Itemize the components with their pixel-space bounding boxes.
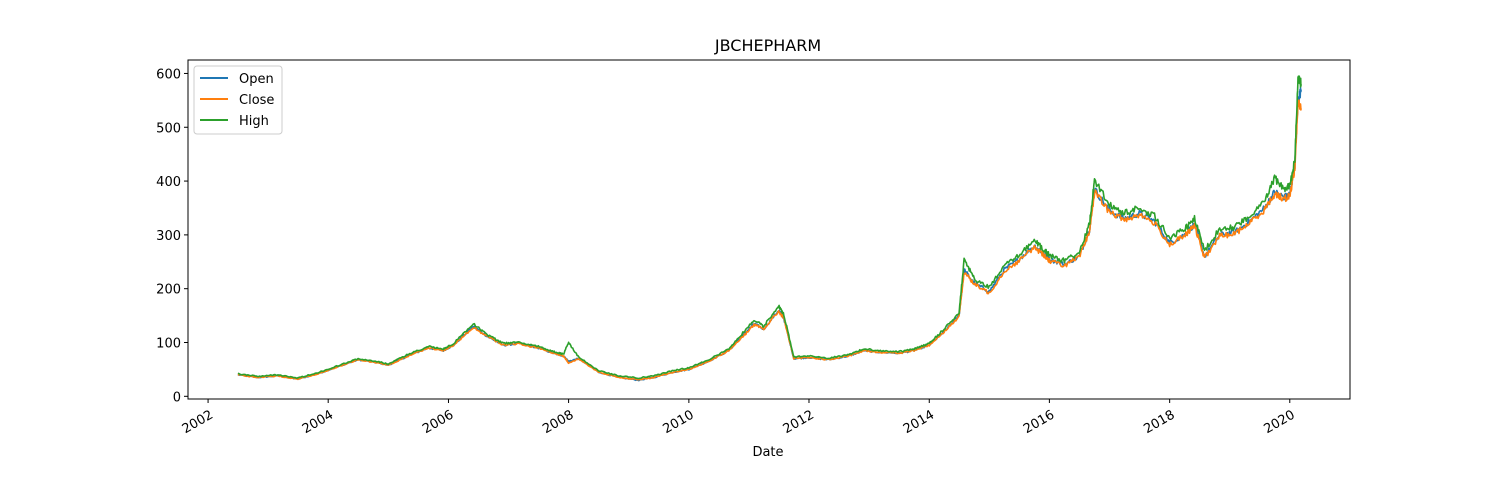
legend-item-close: Close	[200, 93, 274, 108]
series-line-high	[237, 75, 1302, 380]
series-line-close	[237, 99, 1302, 381]
y-tick-label: 300	[156, 229, 181, 244]
plot-frame	[187, 59, 1351, 400]
y-tick-label: 100	[156, 337, 181, 352]
y-axis: 0 100 200 300 400 500 600	[156, 67, 188, 405]
y-tick-label: 400	[156, 175, 181, 190]
legend-item-open: Open	[200, 72, 274, 87]
legend-label-open: Open	[239, 72, 274, 87]
plot-lines	[237, 75, 1302, 382]
y-tick-label: 500	[156, 121, 181, 136]
y-tick-label: 200	[156, 283, 181, 298]
legend-box	[193, 65, 283, 135]
chart-title: JBCHEPHARM	[714, 36, 821, 55]
y-tick-label: 0	[173, 390, 181, 405]
y-tick-label: 600	[156, 67, 181, 82]
legend: Open Close High	[193, 65, 283, 135]
legend-label-close: Close	[239, 93, 274, 108]
x-axis-label: Date	[752, 445, 783, 460]
legend-label-high: High	[239, 114, 269, 129]
legend-item-high: High	[200, 114, 269, 129]
